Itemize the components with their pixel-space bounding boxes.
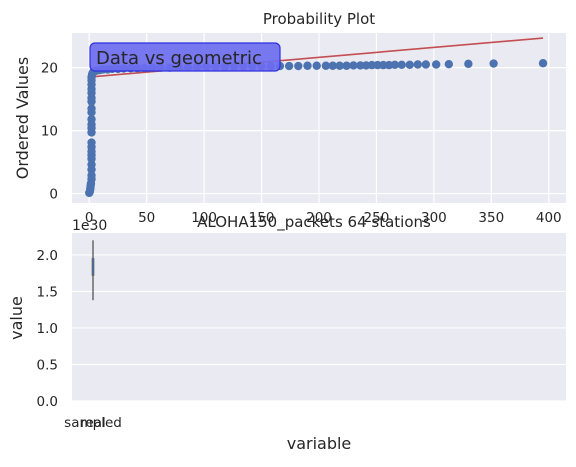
x-tick-label: 0 xyxy=(85,210,94,226)
data-point xyxy=(367,60,377,70)
data-point xyxy=(303,61,312,70)
data-point xyxy=(87,115,96,124)
box-plot-y-label: value xyxy=(7,296,26,340)
data-point xyxy=(444,59,454,69)
data-point xyxy=(397,60,406,69)
box-plot-offset-label: 1e30 xyxy=(72,218,107,234)
probability-plot-x-ticks: 0 50 100 150 200 250 300 350 400 xyxy=(85,210,562,226)
data-point xyxy=(349,61,358,70)
probability-plot-y-ticks: 0 10 20 xyxy=(41,61,58,203)
data-point xyxy=(538,59,548,68)
y-tick-label: 1.0 xyxy=(37,321,58,337)
data-point xyxy=(373,60,382,70)
category-label: real xyxy=(80,415,106,431)
data-point xyxy=(284,61,294,71)
data-point xyxy=(379,60,388,70)
data-point xyxy=(321,61,331,70)
overlay-label: ALOHA150_packets 64 stations xyxy=(197,213,431,232)
x-tick-label: 300 xyxy=(421,210,447,226)
x-tick-label: 50 xyxy=(138,210,155,226)
data-point xyxy=(87,138,96,147)
x-tick-label: 100 xyxy=(191,210,217,226)
data-point xyxy=(405,60,414,69)
box-plot-x-label: variable xyxy=(287,434,352,453)
data-point xyxy=(431,60,441,69)
y-tick-label: 0 xyxy=(49,187,58,203)
data-point xyxy=(87,104,96,113)
box-plot-y-ticks: 0.0 0.5 1.0 1.5 2.0 xyxy=(37,248,58,410)
annotation-text: Data vs geometric xyxy=(96,48,262,69)
probability-plot-y-label: Ordered Values xyxy=(13,57,32,179)
box-plot-layer xyxy=(91,240,95,301)
x-tick-label: 250 xyxy=(364,210,390,226)
data-point xyxy=(489,59,498,68)
probability-plot-title: Probability Plot xyxy=(263,10,375,28)
y-tick-label: 0.0 xyxy=(37,394,58,410)
data-point xyxy=(335,61,344,70)
x-tick-label: 350 xyxy=(478,210,504,226)
data-point xyxy=(390,60,400,69)
data-point xyxy=(356,61,365,70)
x-tick-label: 150 xyxy=(249,210,275,226)
y-tick-label: 10 xyxy=(41,124,58,140)
x-tick-label: 400 xyxy=(536,210,562,226)
x-tick-label: 200 xyxy=(306,210,332,226)
annotation-box xyxy=(89,42,281,72)
y-tick-label: 1.5 xyxy=(37,284,58,300)
y-tick-label: 2.0 xyxy=(37,248,58,264)
data-point xyxy=(464,59,473,69)
box-plot-grid xyxy=(72,254,566,402)
box-body xyxy=(91,258,95,276)
data-point xyxy=(328,61,337,70)
y-tick-label: 20 xyxy=(41,61,58,77)
data-point xyxy=(312,61,321,70)
data-point xyxy=(342,61,351,70)
data-point xyxy=(294,61,303,71)
category-label: sampled xyxy=(64,415,122,431)
y-tick-label: 0.5 xyxy=(37,357,58,373)
box-plot-panel xyxy=(72,233,566,401)
data-point xyxy=(413,60,422,69)
data-point xyxy=(421,60,431,69)
